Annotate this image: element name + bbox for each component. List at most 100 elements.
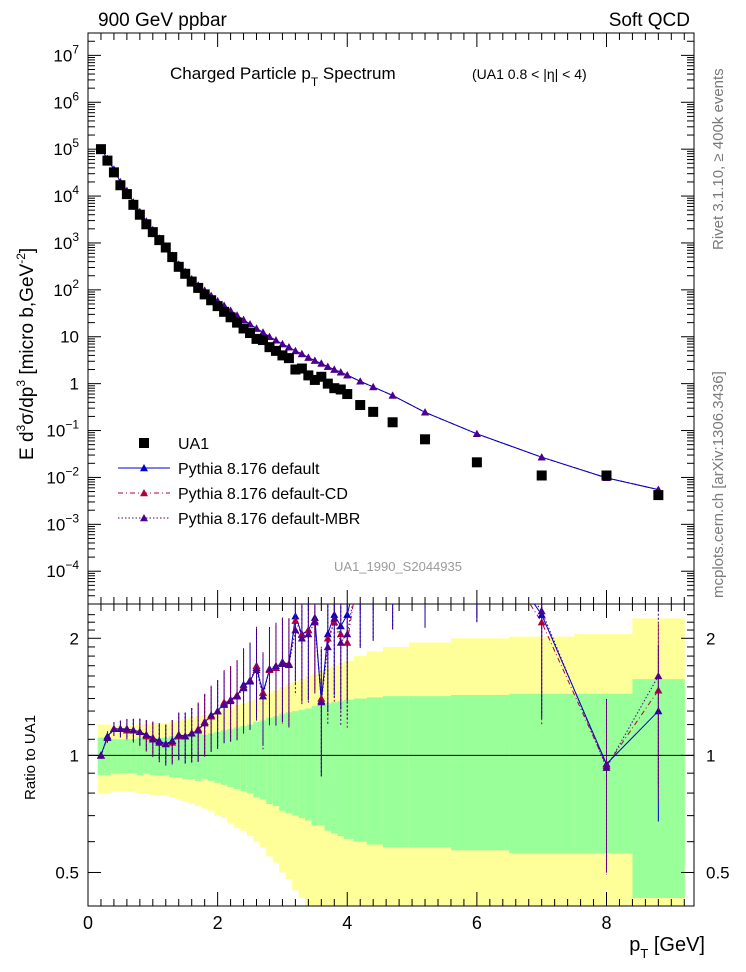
green-band-bin bbox=[220, 730, 228, 785]
ratio-point bbox=[135, 727, 144, 735]
legend-marker bbox=[140, 464, 148, 472]
ratio-point bbox=[155, 738, 164, 746]
ratio-point bbox=[207, 711, 216, 719]
mcplots-label: mcplots.cern.ch [arXiv:1306.3436] bbox=[710, 371, 727, 598]
green-band-bin bbox=[344, 699, 355, 839]
x-tick-label: 2 bbox=[213, 913, 223, 933]
data-point bbox=[277, 350, 288, 361]
main-y-tick-label: 10−3 bbox=[46, 511, 79, 534]
green-band-bin bbox=[104, 737, 112, 776]
data-point bbox=[251, 333, 262, 344]
main-y-tick-label: 10−4 bbox=[46, 558, 79, 581]
data-point bbox=[355, 400, 366, 411]
main-y-tick-label: 10 bbox=[60, 328, 79, 347]
mc-mbr-point bbox=[356, 377, 365, 385]
ratio-point bbox=[297, 634, 306, 642]
data-point bbox=[180, 268, 191, 279]
data-point bbox=[342, 389, 353, 400]
green-band-bin bbox=[240, 725, 248, 791]
data-point bbox=[368, 406, 379, 417]
mc-mbr-point bbox=[388, 391, 397, 399]
green-band-bin bbox=[233, 727, 241, 789]
data-point bbox=[154, 235, 165, 246]
data-point bbox=[270, 345, 281, 356]
green-band-bin bbox=[337, 700, 345, 837]
green-band-bin bbox=[201, 734, 209, 779]
ratio-point bbox=[213, 707, 222, 715]
data-point bbox=[193, 282, 204, 293]
ratio-point bbox=[330, 614, 339, 622]
mc-mbr-point bbox=[304, 353, 313, 361]
green-band-bin bbox=[509, 693, 575, 854]
green-band-bin bbox=[136, 737, 144, 776]
ratio-axes: 0.5 0.5 1 1 2 2 0 2 4 6 8 bbox=[55, 604, 730, 933]
data-point bbox=[199, 289, 210, 300]
legend-label: Pythia 8.176 default-CD bbox=[178, 486, 348, 503]
green-band-bin bbox=[266, 717, 274, 804]
data-point bbox=[232, 317, 243, 328]
ratio-y-axis-label: Ratio to UA1 bbox=[22, 715, 39, 800]
ratio-point bbox=[473, 517, 481, 524]
x-axis-label: pT [GeV] bbox=[629, 934, 705, 961]
data-point bbox=[238, 323, 249, 334]
data-point bbox=[115, 180, 126, 191]
ratio-point bbox=[473, 517, 481, 524]
ratio-point bbox=[174, 730, 183, 738]
ratio-point bbox=[317, 694, 326, 702]
legend: UA1 Pythia 8.176 default Pythia 8.176 defa… bbox=[118, 436, 360, 528]
ratio-point bbox=[220, 700, 229, 708]
ratio-point bbox=[246, 676, 255, 684]
legend-label: Pythia 8.176 default bbox=[178, 461, 320, 478]
ratio-point bbox=[226, 696, 235, 705]
data-point bbox=[316, 371, 327, 382]
legend-marker bbox=[140, 514, 148, 522]
mc-mbr-point bbox=[258, 328, 267, 336]
ratio-point bbox=[239, 684, 248, 692]
ratio-point bbox=[389, 530, 397, 537]
legend-label: UA1 bbox=[178, 436, 209, 453]
data-point bbox=[121, 189, 132, 200]
data-point bbox=[95, 144, 106, 155]
title-rest: Spectrum bbox=[318, 64, 395, 83]
ratio-point bbox=[278, 659, 287, 667]
ratio-point bbox=[304, 630, 313, 638]
main-y-tick-label: 10−2 bbox=[46, 464, 79, 487]
main-marks bbox=[95, 144, 664, 501]
green-band-bin bbox=[285, 712, 293, 814]
ratio-point bbox=[369, 545, 377, 552]
green-band-bin bbox=[227, 728, 235, 787]
mc-mbr-point bbox=[369, 382, 378, 391]
mc-mbr-point bbox=[330, 365, 339, 373]
data-point bbox=[225, 312, 236, 323]
data-point bbox=[420, 434, 431, 445]
data-point bbox=[160, 242, 171, 253]
header-left: 900 GeV ppbar bbox=[98, 10, 228, 31]
ratio-point bbox=[265, 664, 274, 672]
data-point bbox=[536, 470, 547, 481]
ratio-point bbox=[96, 751, 105, 759]
rivet-label: Rivet 3.1.10, ≥ 400k events bbox=[710, 68, 727, 250]
ratio-point bbox=[369, 545, 377, 552]
green-band-bin bbox=[207, 733, 215, 781]
main-y-tick-label: 10−1 bbox=[46, 418, 79, 441]
ratio-point bbox=[421, 526, 429, 533]
ratio-point bbox=[336, 630, 345, 638]
ratio-point bbox=[654, 671, 663, 680]
data-point bbox=[257, 335, 268, 346]
green-band-bin bbox=[214, 731, 222, 783]
data-point bbox=[186, 276, 197, 287]
main-y-tick-label: 103 bbox=[53, 230, 79, 253]
green-band-bin bbox=[311, 705, 319, 826]
ratio-marks bbox=[96, 517, 663, 875]
data-point bbox=[290, 364, 301, 375]
ratio-point bbox=[187, 729, 196, 737]
x-tick-label: 4 bbox=[342, 913, 352, 933]
ratio-point bbox=[103, 733, 112, 741]
green-band-bin bbox=[450, 694, 510, 851]
ratio-point bbox=[389, 530, 397, 537]
mc-mbr-point bbox=[317, 359, 326, 367]
title-sub: T bbox=[311, 75, 319, 89]
ratio-point bbox=[129, 726, 138, 734]
plot-title-cut: (UA1 0.8 < |η| < 4) bbox=[472, 66, 587, 82]
